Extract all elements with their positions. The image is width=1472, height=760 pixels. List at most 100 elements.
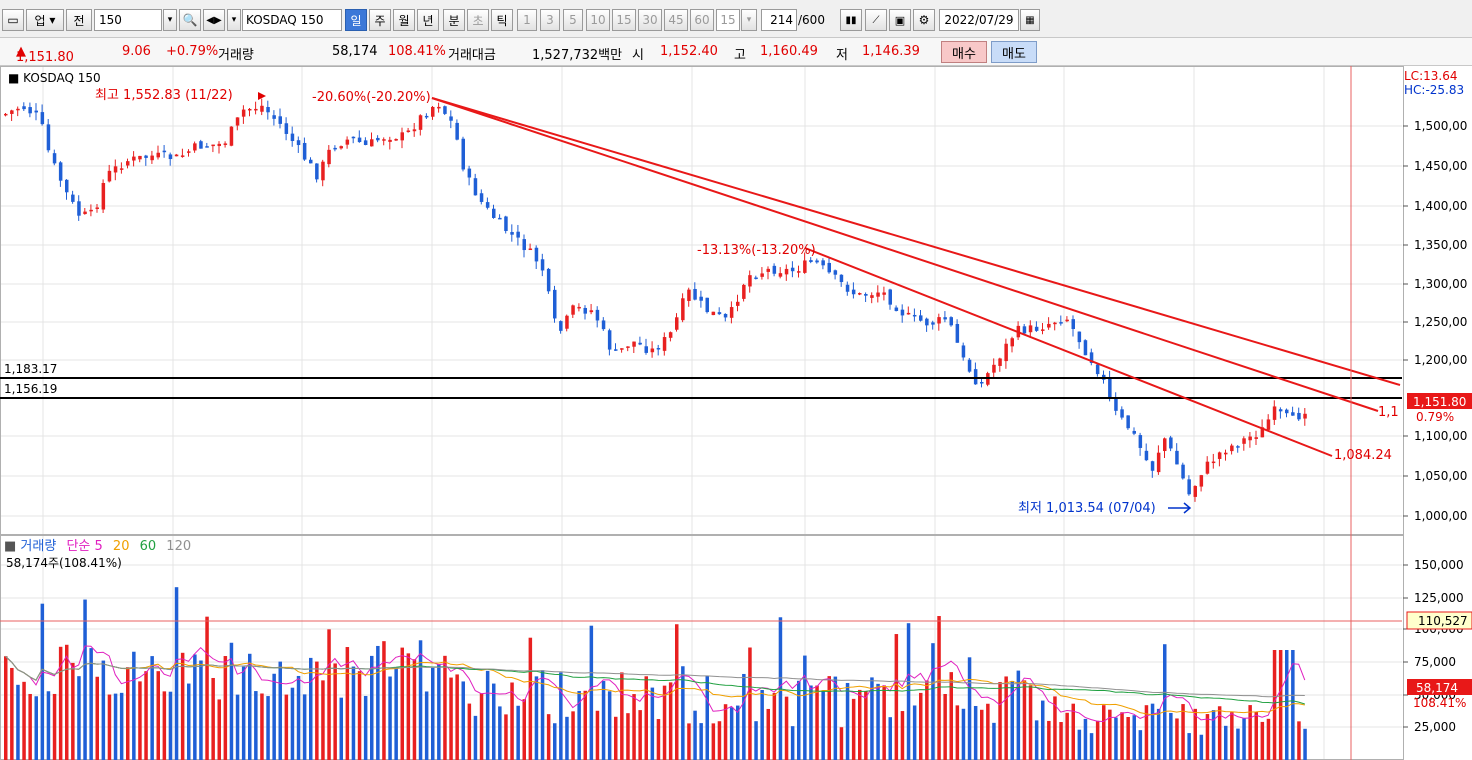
volume-bar: [998, 682, 1002, 760]
candle-body: [113, 166, 118, 173]
open-label: 시: [632, 48, 644, 63]
sell-button[interactable]: 매도: [991, 41, 1037, 63]
trendline-1[interactable]: [431, 97, 1401, 386]
candle-body: [382, 139, 386, 141]
candle-body: [83, 211, 87, 215]
volume-bar: [760, 689, 764, 760]
volume-bar: [1095, 720, 1100, 760]
volume-bar: [1199, 734, 1204, 760]
volume-bar: [699, 723, 703, 760]
volume-bar: [388, 676, 392, 760]
save-icon[interactable]: ▣: [889, 9, 911, 31]
candle-body: [1156, 452, 1161, 473]
candle-body: [455, 122, 459, 140]
menu-dropdown-icon[interactable]: ▾: [227, 9, 241, 31]
minute-3[interactable]: 3: [540, 9, 560, 31]
prev-button[interactable]: 전: [66, 9, 92, 31]
volume-bar: [150, 656, 154, 760]
volume-bar: [516, 705, 520, 760]
period-month[interactable]: 월: [393, 9, 415, 31]
volume-bar: [931, 643, 935, 760]
volume-bar: [162, 691, 167, 760]
minute-10-label: 10: [590, 13, 606, 27]
candle-body: [967, 359, 972, 372]
volume-bar: [406, 653, 411, 760]
candle-body: [668, 332, 673, 338]
candle-body: [1108, 377, 1112, 398]
volume-bar: [510, 682, 514, 760]
window-icon[interactable]: ▭: [2, 9, 24, 31]
market-select[interactable]: 업 ▾: [26, 9, 64, 31]
candle-body: [443, 106, 447, 114]
candle-body: [156, 152, 160, 158]
volume-panel-title: ■ 거래량 단순 5 20 60 120: [4, 539, 191, 554]
candle-body: [577, 306, 581, 309]
candle-body: [58, 162, 63, 181]
period-week[interactable]: 주: [369, 9, 391, 31]
interval-field[interactable]: 15: [716, 9, 740, 31]
trendline-3[interactable]: [804, 247, 1333, 457]
volume-bar: [168, 691, 173, 760]
period-minute[interactable]: 분: [443, 9, 465, 31]
trendline-icon[interactable]: ⟋: [865, 9, 887, 31]
volume-bar: [199, 660, 203, 760]
candle-body: [162, 150, 167, 153]
volume-bar: [693, 710, 697, 760]
minute-15-label: 15: [616, 13, 632, 27]
volume-bar: [400, 647, 404, 760]
volume-bar: [302, 694, 307, 760]
calendar-icon[interactable]: ▦: [1020, 9, 1040, 31]
candle-body: [126, 161, 130, 166]
volume-bar: [1175, 718, 1179, 760]
candle-body: [717, 312, 722, 315]
period-week-label: 주: [374, 13, 386, 28]
candle-body: [302, 142, 307, 160]
volume-bar: [540, 670, 545, 760]
hc-label: HC:-25.83: [1404, 83, 1464, 97]
minute-10[interactable]: 10: [586, 9, 610, 31]
trendline-2[interactable]: [431, 97, 1379, 412]
candle-body: [772, 265, 777, 274]
candle-body: [241, 109, 246, 117]
code-dropdown-icon[interactable]: ▾: [163, 9, 177, 31]
candle-body: [16, 108, 20, 111]
count-input[interactable]: 214: [761, 9, 797, 31]
volume-bar: [498, 706, 502, 760]
price-axis-label: 1,100,00: [1414, 429, 1467, 443]
date-field[interactable]: 2022/07/29: [939, 9, 1019, 31]
gear-icon[interactable]: ⚙: [913, 9, 935, 31]
minute-45[interactable]: 45: [664, 9, 688, 31]
period-tick[interactable]: 틱: [491, 9, 513, 31]
candle-body: [418, 115, 423, 130]
volume-bars: [4, 587, 1307, 760]
period-second[interactable]: 초: [467, 9, 489, 31]
candle-body: [150, 155, 154, 161]
buy-button[interactable]: 매수: [941, 41, 987, 63]
code-input[interactable]: 150: [94, 9, 162, 31]
minute-15[interactable]: 15: [612, 9, 636, 31]
candle-body: [363, 140, 368, 145]
minute-45-label: 45: [668, 13, 684, 27]
candle-icon[interactable]: ▮▮: [840, 9, 862, 31]
volume-bar: [156, 671, 160, 760]
volume-bar: [925, 680, 929, 760]
chart-area[interactable]: 1,183.17 1,156.19 ■ KOSDAQ 150 최고 1,552.…: [0, 66, 1472, 760]
candle-body: [370, 139, 374, 147]
prev-next-icon[interactable]: ◀▶: [203, 9, 225, 31]
minute-5-label: 5: [569, 13, 577, 27]
search-icon[interactable]: 🔍: [179, 9, 201, 31]
interval-dropdown-icon[interactable]: ▾: [741, 9, 757, 31]
high-arrow-icon: [258, 92, 266, 100]
volume-bar: [1217, 706, 1222, 760]
minute-5[interactable]: 5: [563, 9, 583, 31]
volume-bar: [766, 708, 770, 760]
minute-30[interactable]: 30: [638, 9, 662, 31]
candle-body: [760, 273, 764, 277]
minute-1[interactable]: 1: [517, 9, 537, 31]
volume-bar: [876, 683, 880, 760]
volume-bar: [833, 676, 838, 760]
volume-bar: [1108, 709, 1112, 760]
period-year[interactable]: 년: [417, 9, 439, 31]
period-day[interactable]: 일: [345, 9, 367, 31]
minute-60[interactable]: 60: [690, 9, 714, 31]
